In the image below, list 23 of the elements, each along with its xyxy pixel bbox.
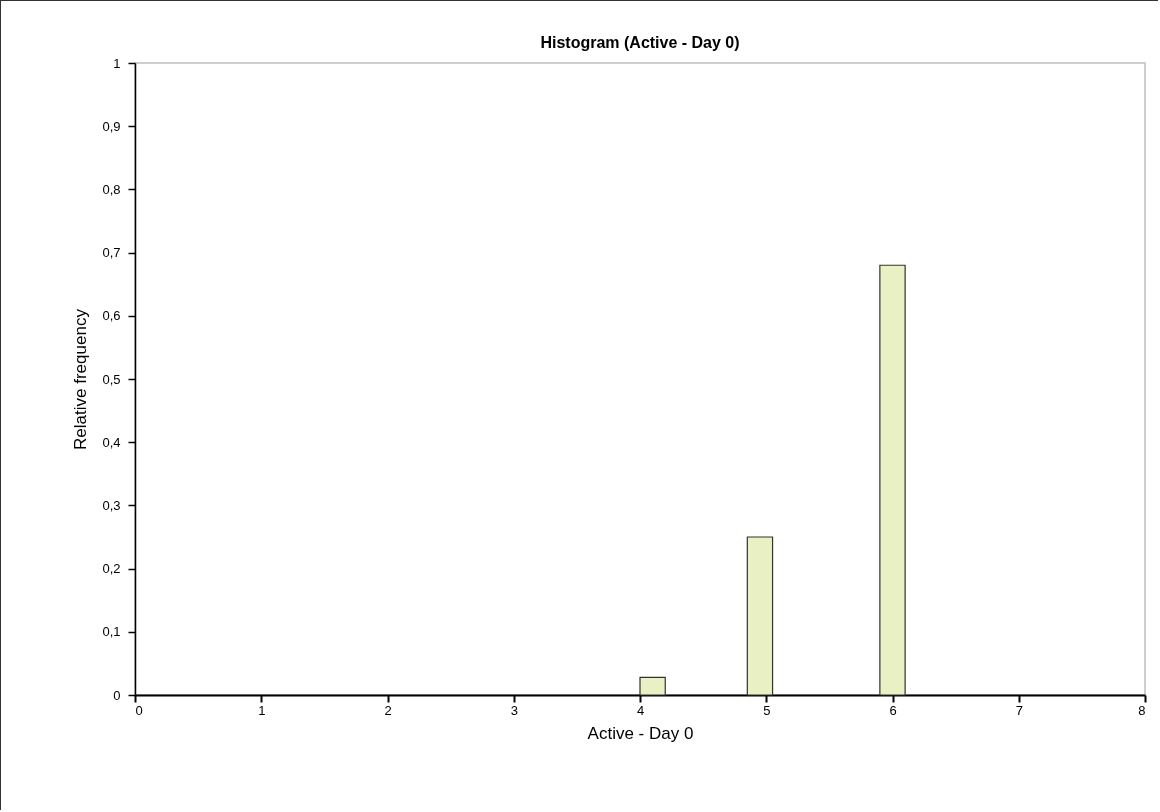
y-tick-label: 0 [113,687,121,703]
y-tick-label: 0,4 [102,434,121,450]
y-tick-label: 1 [113,55,121,71]
x-tick-label: 0 [135,702,143,718]
y-axis-title: Relative frequency [71,308,91,450]
y-tick-label: 0,9 [102,118,121,134]
x-tick-label: 1 [258,702,266,718]
x-tick-label: 5 [763,702,771,718]
x-tick-label: 6 [889,702,897,718]
y-tick-label: 0,5 [102,371,121,387]
y-tick-label: 0,3 [102,497,121,513]
x-tick-label: 7 [1015,702,1023,718]
chart-title: Histogram (Active - Day 0) [540,34,740,51]
x-tick-label: 2 [384,702,392,718]
y-tick-label: 0,6 [102,308,121,324]
y-tick-label: 0,1 [102,624,121,640]
y-tick-label: 0,8 [102,181,121,197]
x-tick-label: 8 [1138,702,1146,718]
y-tick-label: 0,7 [102,245,121,261]
x-tick-label: 4 [636,702,645,718]
x-tick-label: 3 [510,702,518,718]
y-tick-label: 0,2 [102,561,121,577]
x-axis-title: Active - Day 0 [587,723,694,743]
